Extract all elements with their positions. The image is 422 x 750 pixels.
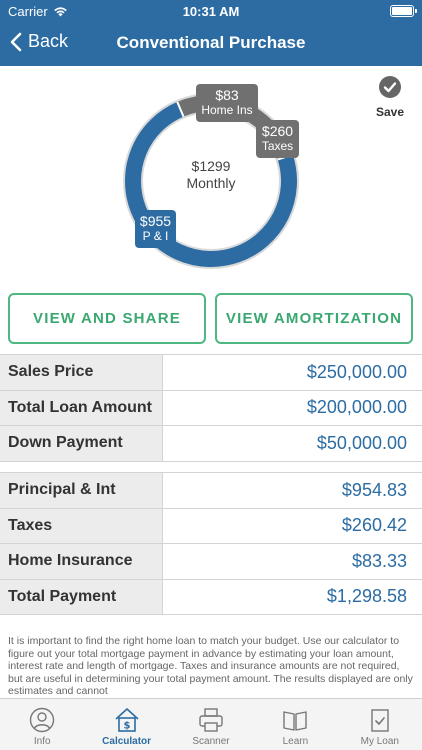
- row-label: Down Payment: [0, 426, 163, 461]
- row-label: Total Payment: [0, 579, 163, 614]
- table-row: Total Loan Amount $200,000.00: [0, 390, 422, 426]
- donut-separator: [176, 101, 185, 118]
- info-icon: [30, 707, 55, 733]
- row-label: Principal & Int: [0, 473, 163, 508]
- slice-name: Taxes: [261, 139, 294, 153]
- table-row: Home Insurance $83.33: [0, 544, 422, 580]
- row-value: $83.33: [351, 550, 407, 571]
- header: Carrier 10:31 AM Back Conventional Purch…: [0, 0, 422, 66]
- status-time: 10:31 AM: [182, 4, 240, 19]
- row-value: $954.83: [341, 479, 407, 500]
- payment-breakdown-table: Principal & Int $954.83 Taxes $260.42 Ho…: [0, 472, 422, 615]
- view-amortization-button[interactable]: VIEW AMORTIZATION: [215, 293, 413, 344]
- wifi-icon: [53, 7, 67, 17]
- row-label: Sales Price: [0, 355, 163, 390]
- chevron-left-icon: [10, 32, 22, 51]
- tab-bar: Info $ Calculator Scanner Learn My Loan: [0, 698, 422, 750]
- view-and-share-button[interactable]: VIEW AND SHARE: [8, 293, 206, 344]
- back-label: Back: [28, 31, 69, 51]
- scanner-icon: [199, 708, 223, 732]
- tab-label: Info: [33, 736, 51, 747]
- chart-center: $1299 Monthly: [150, 158, 272, 192]
- row-value: $260.42: [341, 515, 407, 536]
- clipboard-check-icon: [371, 709, 389, 732]
- disclaimer-text: It is important to find the right home l…: [8, 635, 413, 697]
- donut-slice-p-i: [125, 101, 297, 267]
- tab-label: Scanner: [192, 736, 230, 747]
- slice-name: P & I: [142, 229, 169, 243]
- slice-amount: $83: [215, 87, 239, 103]
- status-bar: Carrier 10:31 AM: [0, 0, 422, 22]
- battery-icon: [390, 5, 417, 17]
- row-label: Home Insurance: [0, 544, 163, 579]
- slice-label-pi: $955 P & I: [135, 210, 176, 248]
- row-label: Total Loan Amount: [0, 390, 163, 425]
- row-value: $50,000.00: [316, 432, 407, 453]
- chart-center-amount: $1299: [191, 158, 231, 174]
- save-label: Save: [375, 105, 405, 119]
- nav-bar: Back Conventional Purchase: [0, 22, 422, 66]
- row-value: $250,000.00: [306, 361, 407, 382]
- checkmark-circle-icon: [379, 76, 401, 98]
- table-row: Principal & Int $954.83: [0, 473, 422, 509]
- loan-summary-table: Sales Price $250,000.00 Total Loan Amoun…: [0, 354, 422, 462]
- row-value: $200,000.00: [306, 397, 407, 418]
- tab-my-loan[interactable]: My Loan: [338, 699, 422, 750]
- tab-label: Calculator: [102, 736, 152, 747]
- slice-name: Home Ins: [201, 103, 253, 117]
- tab-learn[interactable]: Learn: [253, 699, 337, 750]
- book-icon: [283, 711, 308, 731]
- table-row: Down Payment $50,000.00: [0, 426, 422, 462]
- tab-info[interactable]: Info: [0, 699, 84, 750]
- slice-label-taxes: $260 Taxes: [256, 120, 299, 158]
- slice-amount: $955: [139, 213, 172, 229]
- tab-label: My Loan: [360, 736, 399, 747]
- slice-amount: $260: [261, 123, 294, 139]
- chart-center-label: Monthly: [186, 175, 236, 191]
- slice-label-home-ins: $83 Home Ins: [196, 84, 258, 122]
- table-row: Total Payment $1,298.58: [0, 579, 422, 615]
- tab-label: Learn: [282, 736, 309, 747]
- carrier-label: Carrier: [8, 4, 48, 19]
- tab-calculator[interactable]: $ Calculator: [84, 699, 168, 750]
- row-label: Taxes: [0, 508, 163, 543]
- table-row: Taxes $260.42: [0, 508, 422, 544]
- table-row: Sales Price $250,000.00: [0, 355, 422, 391]
- svg-text:$: $: [123, 721, 130, 732]
- payment-chart: $1299 Monthly $83 Home Ins $260 Taxes $9…: [0, 66, 422, 286]
- calculator-icon: $: [115, 708, 139, 732]
- save-button[interactable]: Save: [370, 76, 410, 119]
- row-value: $1,298.58: [326, 586, 407, 607]
- back-button[interactable]: Back: [10, 31, 68, 52]
- tab-scanner[interactable]: Scanner: [169, 699, 253, 750]
